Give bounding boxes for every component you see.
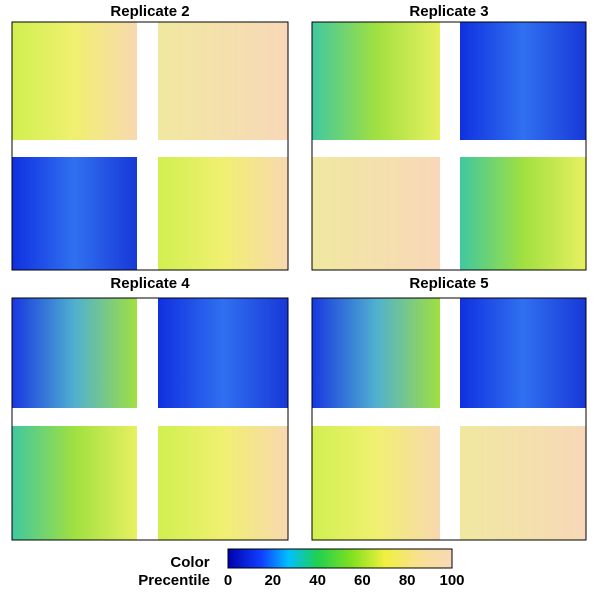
panel: Replicate 3: [311, 3, 587, 271]
colorbar-tick-label: 20: [264, 572, 281, 589]
heatmap-quadrant: [12, 22, 137, 140]
heatmap-quadrant: [312, 22, 440, 140]
panel-frame: [311, 21, 587, 271]
colorbar-tick-label: 100: [439, 572, 464, 589]
colorbar-tick-label: 0: [224, 572, 232, 589]
panel-title: Replicate 3: [409, 3, 488, 20]
panel: Replicate 2: [11, 3, 289, 271]
heatmap-quadrant: [312, 298, 440, 408]
colorbar: [227, 548, 453, 569]
panel-title: Replicate 5: [409, 275, 488, 292]
panel-frame: [311, 297, 587, 541]
heatmap-quadrant: [460, 298, 586, 408]
panel-frame: [11, 21, 289, 271]
heatmap-quadrant: [12, 298, 137, 408]
heatmap-quadrant: [158, 298, 288, 408]
heatmap-quadrant: [158, 157, 288, 270]
panel-title: Replicate 4: [110, 275, 190, 292]
colorbar-label: Precentile: [138, 572, 210, 589]
heatmap-quadrant: [158, 426, 288, 540]
heatmap-quadrant: [312, 157, 440, 270]
colorbar-tick-label: 40: [309, 572, 326, 589]
heatmap-quadrant: [460, 426, 586, 540]
colorbar-ticks: 0 20 40 60 80 100: [224, 572, 465, 589]
heatmap-quadrant: [12, 157, 137, 270]
panel-frame: [11, 297, 289, 541]
colorbar-label: Color: [170, 554, 209, 571]
colorbar-tick-label: 60: [354, 572, 371, 589]
heatmap-quadrant: [460, 22, 586, 140]
colorbar-tick-label: 80: [399, 572, 416, 589]
panel: Replicate 5: [311, 275, 587, 541]
heatmap-quadrant: [312, 426, 440, 540]
heatmap-quadrant: [460, 157, 586, 270]
panel: Replicate 4: [11, 275, 289, 541]
heatmap-quadrant: [12, 426, 137, 540]
panel-title: Replicate 2: [110, 3, 189, 20]
heatmap-quadrant: [158, 22, 288, 140]
